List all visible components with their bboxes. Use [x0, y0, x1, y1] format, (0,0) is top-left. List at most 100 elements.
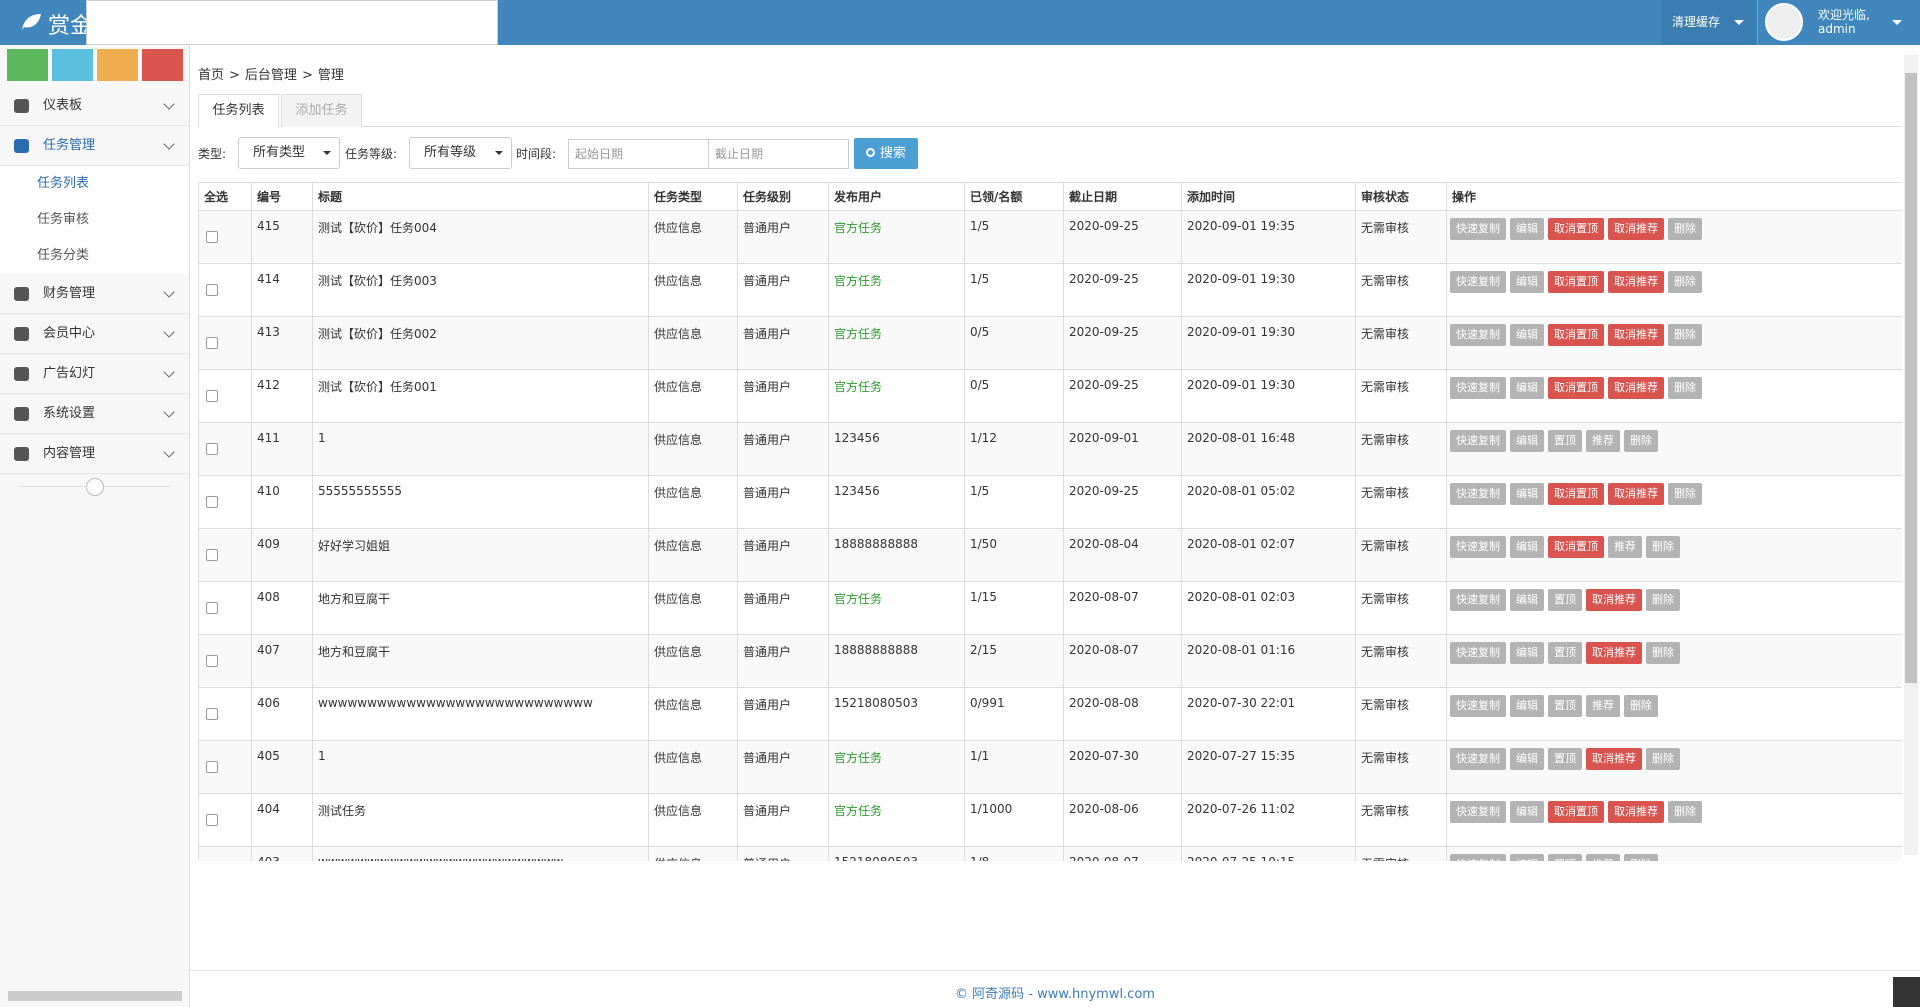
action-button[interactable]: 编辑 — [1510, 801, 1544, 823]
menu-item[interactable]: 系统设置 — [0, 394, 189, 434]
checkbox[interactable] — [206, 231, 218, 243]
action-button[interactable]: 推荐 — [1586, 430, 1620, 452]
action-button[interactable]: 删除 — [1646, 536, 1680, 558]
menu-item[interactable]: 广告幻灯 — [0, 354, 189, 394]
search-button[interactable]: 搜索 — [854, 138, 918, 169]
action-button[interactable]: 删除 — [1646, 589, 1680, 611]
action-button[interactable]: 编辑 — [1510, 642, 1544, 664]
menu-item[interactable]: 会员中心 — [0, 314, 189, 354]
action-button[interactable]: 取消置顶 — [1548, 801, 1604, 823]
checkbox[interactable] — [206, 761, 218, 773]
action-button[interactable]: 置顶 — [1548, 748, 1582, 770]
action-button[interactable]: 编辑 — [1510, 536, 1544, 558]
action-button[interactable]: 取消推荐 — [1608, 271, 1664, 293]
edit-button[interactable] — [52, 49, 93, 81]
action-button[interactable]: 推荐 — [1586, 854, 1620, 861]
user-menu[interactable]: 欢迎光临, admin — [1757, 0, 1920, 45]
checkbox[interactable] — [206, 496, 218, 508]
back-to-top[interactable] — [1893, 977, 1920, 1007]
action-button[interactable]: 取消置顶 — [1548, 271, 1604, 293]
start-date[interactable]: 起始日期 — [568, 139, 709, 169]
action-button[interactable]: 快速复制 — [1450, 483, 1506, 505]
action-button[interactable]: 推荐 — [1608, 536, 1642, 558]
action-button[interactable]: 推荐 — [1586, 695, 1620, 717]
submenu-item[interactable]: 任务分类 — [0, 238, 189, 274]
action-button[interactable]: 编辑 — [1510, 483, 1544, 505]
menu-item[interactable]: 仪表板 — [0, 86, 189, 126]
submenu-item[interactable]: 任务列表 — [0, 166, 189, 202]
action-button[interactable]: 取消推荐 — [1608, 218, 1664, 240]
end-date[interactable]: 截止日期 — [708, 139, 849, 169]
action-button[interactable]: 编辑 — [1510, 695, 1544, 717]
action-button[interactable]: 取消推荐 — [1586, 589, 1642, 611]
action-button[interactable]: 删除 — [1646, 642, 1680, 664]
menu-item[interactable]: 任务管理 — [0, 126, 189, 166]
action-button[interactable]: 快速复制 — [1450, 589, 1506, 611]
action-button[interactable]: 快速复制 — [1450, 536, 1506, 558]
submenu-item[interactable]: 任务审核 — [0, 202, 189, 238]
action-button[interactable]: 编辑 — [1510, 271, 1544, 293]
checkbox[interactable] — [206, 708, 218, 720]
search-box[interactable] — [86, 0, 498, 45]
action-button[interactable]: 取消置顶 — [1548, 536, 1604, 558]
action-button[interactable]: 删除 — [1624, 695, 1658, 717]
breadcrumb-item[interactable]: 首页 — [198, 68, 225, 83]
checkbox[interactable] — [206, 337, 218, 349]
action-button[interactable]: 编辑 — [1510, 218, 1544, 240]
action-button[interactable]: 取消推荐 — [1608, 377, 1664, 399]
clear-cache[interactable]: 清理缓存 — [1662, 0, 1756, 45]
action-button[interactable]: 取消置顶 — [1548, 377, 1604, 399]
action-button[interactable]: 快速复制 — [1450, 854, 1506, 861]
action-button[interactable]: 快速复制 — [1450, 695, 1506, 717]
checkbox[interactable] — [206, 549, 218, 561]
action-button[interactable]: 删除 — [1646, 748, 1680, 770]
action-button[interactable]: 删除 — [1624, 430, 1658, 452]
action-button[interactable]: 取消置顶 — [1548, 483, 1604, 505]
action-button[interactable]: 取消推荐 — [1586, 748, 1642, 770]
action-button[interactable]: 编辑 — [1510, 324, 1544, 346]
action-button[interactable]: 取消置顶 — [1548, 324, 1604, 346]
checkbox[interactable] — [206, 284, 218, 296]
bell-button[interactable] — [142, 49, 183, 81]
tab[interactable]: 任务列表 — [198, 94, 279, 127]
action-button[interactable]: 编辑 — [1510, 854, 1544, 861]
action-button[interactable]: 编辑 — [1510, 589, 1544, 611]
action-button[interactable]: 删除 — [1668, 801, 1702, 823]
action-button[interactable]: 删除 — [1668, 483, 1702, 505]
user-button[interactable] — [97, 49, 138, 81]
action-button[interactable]: 取消推荐 — [1586, 642, 1642, 664]
action-button[interactable]: 取消推荐 — [1608, 483, 1664, 505]
action-button[interactable]: 删除 — [1668, 324, 1702, 346]
checkbox[interactable] — [206, 602, 218, 614]
checkbox[interactable] — [206, 443, 218, 455]
action-button[interactable]: 取消置顶 — [1548, 218, 1604, 240]
menu-item[interactable]: 财务管理 — [0, 274, 189, 314]
action-button[interactable]: 快速复制 — [1450, 430, 1506, 452]
action-button[interactable]: 快速复制 — [1450, 748, 1506, 770]
action-button[interactable]: 置顶 — [1548, 854, 1582, 861]
action-button[interactable]: 编辑 — [1510, 430, 1544, 452]
level-select[interactable]: 所有等级 — [409, 137, 512, 169]
action-button[interactable]: 编辑 — [1510, 748, 1544, 770]
action-button[interactable]: 编辑 — [1510, 377, 1544, 399]
action-button[interactable]: 删除 — [1668, 377, 1702, 399]
action-button[interactable]: 置顶 — [1548, 695, 1582, 717]
action-button[interactable]: 快速复制 — [1450, 642, 1506, 664]
action-button[interactable]: 快速复制 — [1450, 801, 1506, 823]
action-button[interactable]: 取消推荐 — [1608, 801, 1664, 823]
collapse-button[interactable] — [86, 478, 104, 496]
action-button[interactable]: 取消推荐 — [1608, 324, 1664, 346]
action-button[interactable]: 快速复制 — [1450, 218, 1506, 240]
action-button[interactable]: 置顶 — [1548, 642, 1582, 664]
type-select[interactable]: 所有类型 — [238, 137, 340, 169]
action-button[interactable]: 置顶 — [1548, 430, 1582, 452]
action-button[interactable]: 快速复制 — [1450, 324, 1506, 346]
menu-item[interactable]: 内容管理 — [0, 434, 189, 474]
action-button[interactable]: 删除 — [1624, 854, 1658, 861]
checkbox[interactable] — [206, 814, 218, 826]
checkbox[interactable] — [206, 390, 218, 402]
action-button[interactable]: 删除 — [1668, 271, 1702, 293]
home-button[interactable] — [7, 49, 48, 81]
action-button[interactable]: 删除 — [1668, 218, 1702, 240]
tab[interactable]: 添加任务 — [281, 94, 362, 127]
